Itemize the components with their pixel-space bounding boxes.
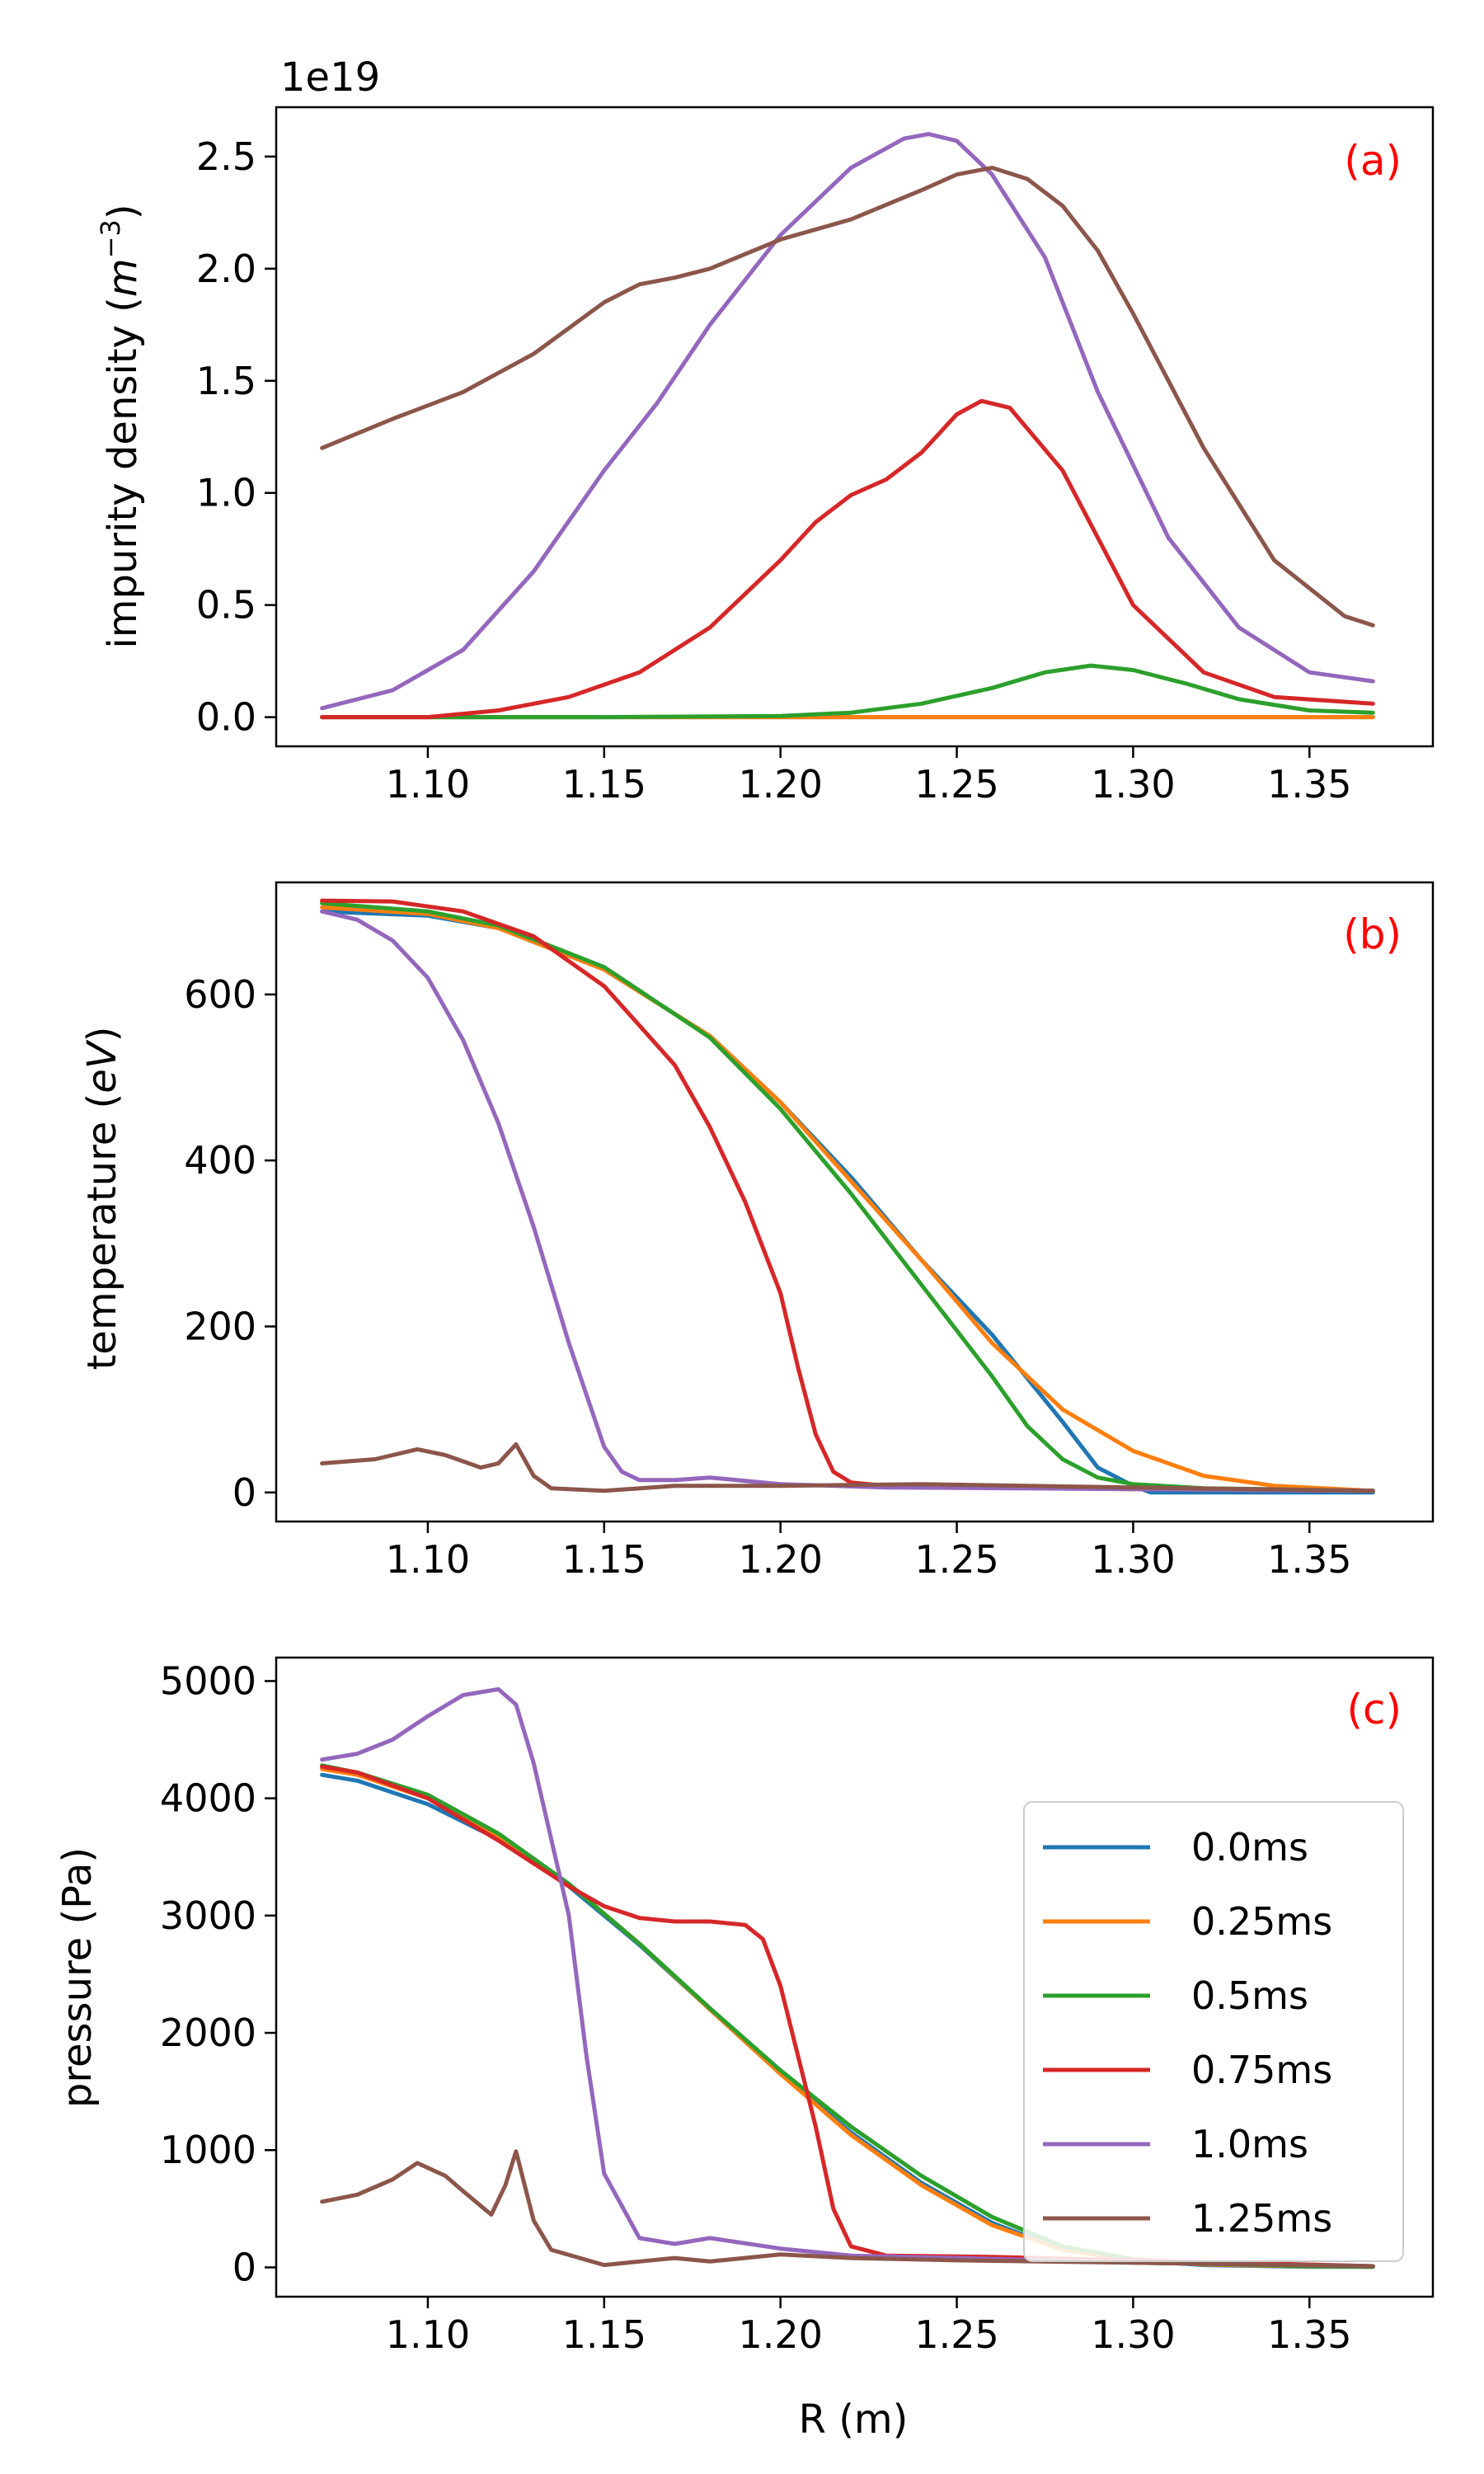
legend-box bbox=[1023, 1801, 1404, 2262]
panel-b-y-tick-label: 400 bbox=[184, 1138, 256, 1183]
panel-b-series-1_25ms bbox=[320, 1442, 1375, 1493]
panel-b-x-tick-label: 1.20 bbox=[738, 1537, 822, 1582]
panel-c-x-tick-label: 1.10 bbox=[386, 2312, 470, 2357]
panel-b-plot-area: 1.10 1.15 1.20 1.25 1.30 1.35 0 200 400 600 bbox=[184, 881, 1435, 1582]
panel-b-series-0_25ms bbox=[320, 905, 1375, 1493]
panel-a-x-tick-label: 1.10 bbox=[386, 762, 470, 807]
panel-a-x-tick-label: 1.20 bbox=[738, 762, 822, 807]
panel-c-y-axis-label: pressure (Pa) bbox=[54, 1847, 101, 2108]
panel-c-frame bbox=[275, 1656, 1435, 2298]
panel-b-tag: (b) bbox=[1343, 910, 1402, 958]
panel-c-y-tick-label: 3000 bbox=[160, 1893, 256, 1938]
panel-c-x-tick-label: 1.15 bbox=[562, 2312, 646, 2357]
legend-label-1_0ms: 1.0ms bbox=[1191, 2122, 1308, 2166]
panel-b-frame bbox=[275, 881, 1435, 1523]
panel-b-y-label-unit: eV bbox=[79, 1039, 125, 1094]
panel-c-series-1_0ms bbox=[320, 1686, 1375, 2269]
panel-c-x-tick-label: 1.20 bbox=[738, 2312, 822, 2357]
panel-a-y-label-exponent: −3 bbox=[95, 219, 126, 258]
panel-c-x-tick-label: 1.30 bbox=[1091, 2312, 1175, 2357]
panel-c-tag: (c) bbox=[1346, 1686, 1402, 1733]
panel-b-x-tick-label: 1.15 bbox=[562, 1537, 646, 1582]
panel-c-series-group bbox=[320, 1686, 1375, 2269]
panel-c-y-tick-label: 5000 bbox=[160, 1658, 256, 1703]
panel-b-series-group bbox=[320, 898, 1375, 1495]
panel-c-series-1_25ms bbox=[320, 2149, 1375, 2269]
panel-b-y-label-prefix: temperature bbox=[79, 1108, 125, 1370]
panel-b-x-tick-label: 1.25 bbox=[914, 1537, 998, 1582]
panel-a-offset-text: 1e19 bbox=[280, 54, 380, 101]
panel-c-x-tick-label: 1.35 bbox=[1267, 2312, 1351, 2357]
panel-a-y-tick-label: 2.0 bbox=[196, 247, 256, 291]
panel-c-x-tick-label: 1.25 bbox=[914, 2312, 998, 2357]
panel-c-plot-area: 1.10 1.15 1.20 1.25 1.30 1.35 0 1000 2000 3000 400… bbox=[160, 1656, 1435, 2357]
legend-label-1_25ms: 1.25ms bbox=[1191, 2196, 1332, 2241]
legend: 0.0ms 0.25ms 0.5ms 0.75ms 1.0ms 1.25ms bbox=[1023, 1801, 1404, 2262]
panel-a-plot-area: 1.10 1.15 1.20 1.25 1.30 1.35 0.0 0.5 1.0 1.5 2.0 2… bbox=[196, 106, 1435, 807]
panel-a: 1.10 1.15 1.20 1.25 1.30 1.35 0.0 0.5 1.0 1.5 2.0 2… bbox=[95, 54, 1435, 807]
panel-b-x-tick-label: 1.10 bbox=[386, 1537, 470, 1582]
panel-a-y-label-unit: m bbox=[100, 258, 146, 297]
panel-c: 1.10 1.15 1.20 1.25 1.30 1.35 0 1000 2000 3000 400… bbox=[54, 1656, 1435, 2443]
legend-label-0_75ms: 0.75ms bbox=[1191, 2048, 1332, 2092]
panel-b-y-tick-label: 600 bbox=[184, 972, 256, 1017]
panel-a-y-tick-label: 2.5 bbox=[196, 134, 256, 179]
panel-b-y-axis-label: temperature (eV) bbox=[79, 1027, 125, 1371]
panel-c-y-tick-label: 2000 bbox=[160, 2011, 256, 2055]
panel-a-y-tick-label: 0.5 bbox=[196, 583, 256, 628]
legend-label-0_0ms: 0.0ms bbox=[1191, 1825, 1308, 1870]
legend-label-0_5ms: 0.5ms bbox=[1191, 1973, 1308, 2018]
panel-a-series-0_5ms bbox=[320, 663, 1375, 720]
panel-a-series-group bbox=[320, 132, 1375, 720]
panel-b-y-tick-label: 200 bbox=[184, 1304, 256, 1348]
panel-a-y-tick-label: 0.0 bbox=[196, 695, 256, 740]
panel-a-y-label-prefix: impurity density bbox=[100, 313, 146, 649]
panel-c-y-tick-label: 4000 bbox=[160, 1776, 256, 1821]
panel-a-tag: (a) bbox=[1344, 137, 1402, 185]
panel-a-x-tick-label: 1.35 bbox=[1267, 762, 1351, 807]
panel-a-y-axis-label: impurity density (m−3) bbox=[95, 204, 146, 648]
legend-label-0_25ms: 0.25ms bbox=[1191, 1899, 1332, 1944]
panel-a-series-1_25ms bbox=[320, 165, 1375, 628]
panel-a-x-tick-label: 1.25 bbox=[914, 762, 998, 807]
panel-a-y-tick-label: 1.0 bbox=[196, 471, 256, 515]
panel-a-frame bbox=[275, 106, 1435, 748]
panel-a-series-0_75ms bbox=[320, 398, 1375, 720]
panel-b-y-tick-label: 0 bbox=[232, 1470, 256, 1515]
x-axis-label: R (m) bbox=[799, 2396, 909, 2443]
panel-b-x-tick-label: 1.30 bbox=[1091, 1537, 1175, 1582]
panel-a-series-1_0ms bbox=[320, 132, 1375, 711]
panel-b-x-tick-label: 1.35 bbox=[1267, 1537, 1351, 1582]
panel-c-y-tick-label: 1000 bbox=[160, 2128, 256, 2172]
panel-b: 1.10 1.15 1.20 1.25 1.30 1.35 0 200 400 600 (b) t… bbox=[79, 881, 1435, 1582]
panel-a-x-tick-label: 1.30 bbox=[1091, 762, 1175, 807]
panel-a-x-tick-label: 1.15 bbox=[562, 762, 646, 807]
panel-a-y-tick-label: 1.5 bbox=[196, 359, 256, 403]
panel-c-y-tick-label: 0 bbox=[232, 2245, 256, 2289]
panel-b-series-0_5ms bbox=[320, 901, 1375, 1493]
